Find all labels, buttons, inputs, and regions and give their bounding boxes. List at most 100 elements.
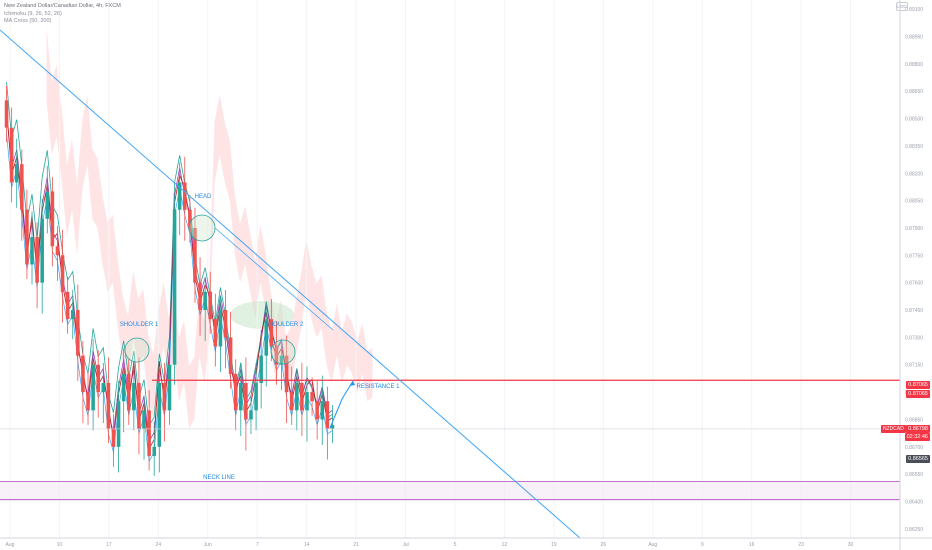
candle-body [25,209,29,265]
candle-body [137,382,141,429]
candle-body [228,337,233,374]
time-tick-label: Jul [402,542,408,548]
ichimoku-cloud [46,27,373,429]
price-tick-label: 0.87750 [905,253,923,259]
candle-body [188,209,192,228]
price-tick-label: 0.88050 [905,199,923,205]
ma-200-line [6,82,333,427]
time-tick-label: 21 [353,542,359,548]
ichimoku-legend: Ichimoku (9, 26, 52, 26) [4,10,62,17]
pattern-label: HEAD [195,194,212,200]
time-tick-label: 9 [701,542,704,548]
candle-body [305,392,309,411]
time-tick-label: 7 [256,542,259,548]
candle-body [65,291,70,320]
chart-legend: New Zealand Dollar/Canadian Dollar, 4h, … [4,3,121,26]
grid [9,0,852,538]
candles [4,85,335,476]
candle-body [55,246,60,256]
candle-body [239,382,243,411]
price-tick-label: 0.86250 [905,527,923,533]
time-tick-label: 10 [57,542,63,548]
candle-body [310,392,314,402]
secondary-trendline [214,227,334,331]
time-tick-label: 19 [551,542,557,548]
price-tick-label: 0.86700 [905,445,923,451]
candle-body [45,191,50,219]
candle-body [76,310,80,356]
candle-body [182,182,187,210]
candle-body [213,319,218,347]
candle-body [300,382,304,411]
candle-body [198,282,202,311]
pattern-circle [188,214,216,242]
time-tick-label: 17 [106,542,112,548]
price-tick-label: 0.87900 [905,226,923,232]
projection-arrowhead [349,381,355,386]
price-tick-label: 0.87600 [905,281,923,287]
candle-body [284,355,289,393]
candle-body [106,382,111,429]
candle-body [223,310,228,338]
candle-body [218,310,223,347]
candle-body [295,382,299,411]
candle-body [172,209,177,365]
candle-body [4,100,9,128]
candle-body [244,382,248,420]
candle-body [279,355,284,365]
candle-body [157,382,162,447]
candle-body [330,424,335,429]
descending-trendline [0,29,581,539]
price-tick-label: 0.86400 [905,500,923,506]
candle-body [86,392,90,411]
candle-body [274,346,279,365]
pattern-circle [270,339,296,365]
time-tick-label: 30 [848,542,854,548]
price-tick-label: 0.89100 [905,7,923,13]
price-tick-label: 0.88200 [905,171,923,177]
price-tick-label: 0.87450 [905,308,923,314]
price-tick-label: 0.87150 [905,363,923,369]
candle-body [264,319,269,356]
log-scale-button[interactable]: LOG [896,2,908,11]
price-tick-label: 0.88650 [905,89,923,95]
candle-body [132,382,136,411]
pattern-circle [124,337,150,363]
resistance-price-tag-bottom: 0.87065 [906,390,930,398]
symbol-tag: NZDCAD [881,425,906,433]
projection-arrow [329,380,354,429]
price-tick-label: 0.88500 [905,117,923,123]
candle-body [20,164,24,210]
candle-body [203,291,207,311]
pattern-label: SHOULDER 2 [265,322,304,328]
price-tick-label: 0.86550 [905,472,923,478]
kumo-cloud-bearish [46,27,373,429]
candle-body [121,373,126,402]
candle-body [233,373,238,411]
candle-body [152,446,157,456]
drawings [0,29,900,539]
symbol-title: New Zealand Dollar/Canadian Dollar, 4h, … [4,3,121,9]
kumo-cloud-bullish [230,301,294,329]
candle-body [50,191,55,247]
time-tick-label: 23 [798,542,804,548]
countdown-tag: 02:32:46 [904,433,930,441]
candle-body [81,355,85,393]
time-tick-label: Aug [648,542,657,548]
annotations: HEAD SHOULDER 1 SHOULDER 2 NECK LINE RESISTA… [120,194,400,481]
candle-body [320,401,325,420]
candle-body [269,319,274,347]
candle-body [208,291,213,320]
price-tick-label: 0.86850 [905,417,923,423]
candle-body [35,237,39,283]
candle-body [101,382,106,393]
last-price-tag: 0.86798 [906,425,930,433]
candle-body [162,382,167,411]
price-tick-label: 0.88350 [905,144,923,150]
time-tick-label: 26 [601,542,607,548]
candle-body [249,410,253,420]
candle-body [111,428,116,447]
